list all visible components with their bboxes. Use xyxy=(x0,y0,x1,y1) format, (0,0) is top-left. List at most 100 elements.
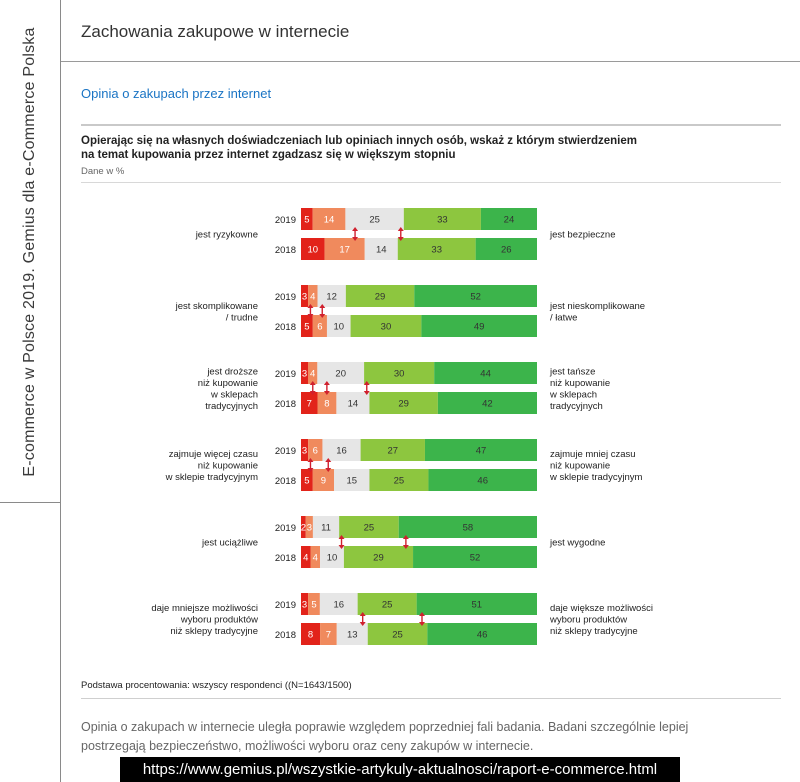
bar-value-label: 30 xyxy=(394,369,405,380)
bar-segment xyxy=(312,208,346,230)
bar-segment xyxy=(308,439,323,461)
bar-value-label: 52 xyxy=(470,292,481,303)
left-statement-label: niż sklepy tradycyjne xyxy=(170,626,258,637)
bar-value-label: 3 xyxy=(302,446,307,457)
bar-value-label: 17 xyxy=(339,245,350,256)
unit-note: Dane w % xyxy=(81,166,125,177)
bar-value-label: 30 xyxy=(381,322,392,333)
change-arrow-head-down xyxy=(418,622,425,626)
bar-segment xyxy=(336,392,370,414)
bar-value-label: 52 xyxy=(470,553,481,564)
bar-value-label: 16 xyxy=(336,446,347,457)
left-statement-label: tradycyjnych xyxy=(205,401,258,412)
bar-segment xyxy=(301,546,311,568)
bar-value-label: 29 xyxy=(375,292,386,303)
bar-segment xyxy=(403,208,481,230)
bar-value-label: 14 xyxy=(376,245,387,256)
bar-value-label: 3 xyxy=(307,523,312,534)
bar-segment xyxy=(334,469,370,491)
year-label: 2019 xyxy=(275,446,296,457)
section-title: Opinia o zakupach przez internet xyxy=(81,86,272,101)
left-statement-label: w sklepach xyxy=(210,389,258,400)
source-url[interactable]: https://www.gemius.pl/wszystkie-artykuly… xyxy=(120,757,680,782)
bar-value-label: 46 xyxy=(477,476,488,487)
bar-segment xyxy=(427,623,537,645)
bar-segment xyxy=(320,623,337,645)
bar-segment xyxy=(413,546,537,568)
bar-segment xyxy=(301,593,309,615)
right-statement-label: tradycyjnych xyxy=(550,401,603,412)
left-statement-label: jest droższe xyxy=(206,366,258,377)
bar-segment xyxy=(345,285,415,307)
right-statement-label: jest tańsze xyxy=(549,366,595,377)
bar-segment xyxy=(437,392,537,414)
bar-value-label: 5 xyxy=(304,322,309,333)
bar-value-label: 7 xyxy=(326,630,331,641)
bar-segment xyxy=(301,362,309,384)
bar-value-label: 25 xyxy=(364,523,375,534)
bar-value-label: 46 xyxy=(477,630,488,641)
bar-value-label: 58 xyxy=(463,523,474,534)
year-label: 2019 xyxy=(275,369,296,380)
left-statement-label: / trudne xyxy=(226,312,258,323)
bar-value-label: 4 xyxy=(313,553,318,564)
bar-segment xyxy=(312,516,340,538)
right-statement-label: daje większe możliwości xyxy=(550,603,653,614)
bar-segment xyxy=(324,238,365,260)
bar-segment xyxy=(343,546,414,568)
bar-value-label: 27 xyxy=(387,446,398,457)
change-arrow-head-up xyxy=(307,458,314,462)
bar-segment xyxy=(367,623,428,645)
right-statement-label: wyboru produktów xyxy=(549,615,627,626)
year-label: 2018 xyxy=(275,476,296,487)
bar-value-label: 25 xyxy=(392,630,403,641)
change-arrow-head-up xyxy=(418,612,425,616)
change-arrow-head-up xyxy=(307,304,314,308)
bar-segment xyxy=(301,392,318,414)
left-statement-label: daje mniejsze możliwości xyxy=(151,603,258,614)
bar-value-label: 10 xyxy=(333,322,344,333)
bar-value-label: 5 xyxy=(304,215,309,226)
change-arrow-head-down xyxy=(402,545,409,549)
year-label: 2019 xyxy=(275,523,296,534)
bar-segment xyxy=(357,593,417,615)
year-label: 2018 xyxy=(275,399,296,410)
bar-segment xyxy=(475,238,537,260)
right-statement-label: niż kupowanie xyxy=(550,378,610,389)
bar-segment xyxy=(312,469,335,491)
bar-value-label: 6 xyxy=(313,446,318,457)
right-statement-label: niż sklepy tradycyjne xyxy=(550,626,638,637)
page-title: Zachowania zakupowe w internecie xyxy=(81,22,350,41)
left-statement-label: niż kupowanie xyxy=(198,461,258,472)
change-arrow-head-up xyxy=(338,535,345,539)
bar-value-label: 25 xyxy=(369,215,380,226)
bar-value-label: 47 xyxy=(476,446,487,457)
right-statement-label: jest bezpieczne xyxy=(549,230,615,241)
change-arrow-head-down xyxy=(307,314,314,318)
bar-value-label: 11 xyxy=(321,523,331,534)
bar-segment xyxy=(369,469,429,491)
change-arrow-head-up xyxy=(402,535,409,539)
right-statement-label: jest wygodne xyxy=(549,538,605,549)
bar-segment xyxy=(345,208,404,230)
bar-value-label: 10 xyxy=(308,245,319,256)
bar-segment xyxy=(320,546,344,568)
change-arrow-head-down xyxy=(323,391,330,395)
bar-segment xyxy=(326,315,351,337)
bar-segment xyxy=(414,285,537,307)
bar-value-label: 51 xyxy=(472,600,483,611)
bar-segment xyxy=(308,362,318,384)
bar-segment xyxy=(397,238,476,260)
bar-value-label: 44 xyxy=(480,369,491,380)
bar-value-label: 5 xyxy=(304,476,309,487)
bar-value-label: 4 xyxy=(303,553,308,564)
left-statement-label: jest skomplikowane xyxy=(175,301,258,312)
bar-segment xyxy=(308,285,318,307)
bar-segment xyxy=(364,362,435,384)
bar-segment xyxy=(308,593,320,615)
bar-value-label: 14 xyxy=(348,399,359,410)
year-label: 2019 xyxy=(275,215,296,226)
left-statement-label: wyboru produktów xyxy=(180,615,258,626)
sidebar-divider xyxy=(0,502,61,503)
